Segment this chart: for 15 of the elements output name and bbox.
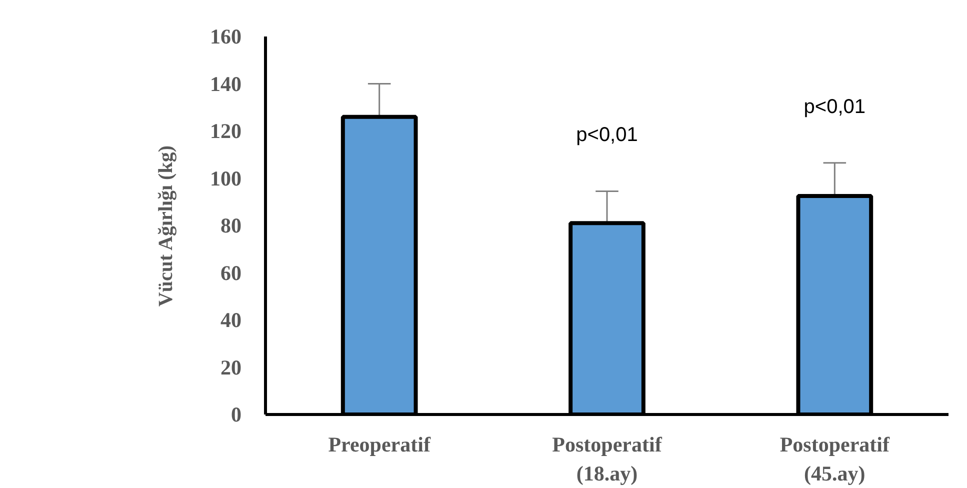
y-tick-label: 160 bbox=[210, 24, 242, 48]
annotation: p<0,01 bbox=[576, 124, 638, 146]
annotation: p<0,01 bbox=[804, 96, 866, 118]
y-tick-label: 40 bbox=[220, 308, 242, 332]
y-tick-label: 0 bbox=[231, 402, 242, 426]
y-tick-label: 100 bbox=[210, 166, 242, 190]
x-tick-label: Postoperatif (45.ay) bbox=[780, 432, 890, 486]
y-tick-label: 60 bbox=[220, 260, 242, 285]
x-tick-label: Postoperatif (18.ay) bbox=[552, 432, 663, 486]
y-tick-label: 80 bbox=[220, 214, 242, 238]
y-tick-label: 120 bbox=[210, 119, 242, 143]
y-tick-label: 140 bbox=[210, 72, 242, 96]
x-tick-label: Preoperatif bbox=[328, 432, 432, 456]
y-tick-label: 20 bbox=[220, 355, 242, 380]
y-axis-title: Vücut Ağırlığı (kg) bbox=[155, 145, 177, 307]
